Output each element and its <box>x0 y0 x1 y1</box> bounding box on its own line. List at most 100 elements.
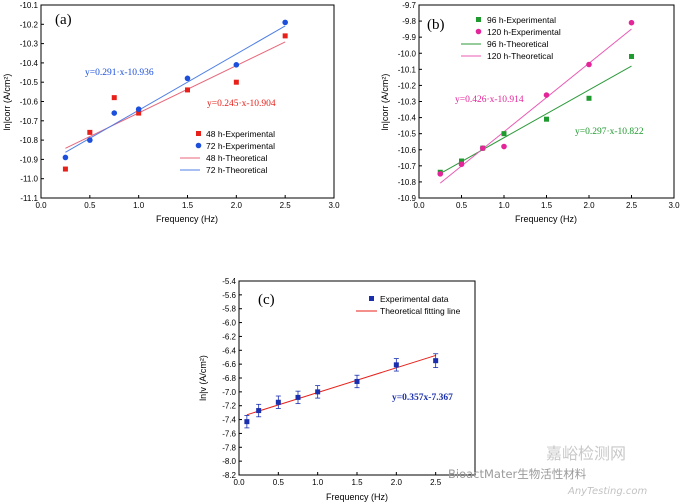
legend-label-72h-theo: 72 h-Theoretical <box>206 165 268 175</box>
data-point <box>437 171 444 177</box>
data-point <box>501 143 507 150</box>
data-point <box>275 399 281 405</box>
panel-c-ticks: 0.0 0.5 1.0 1.5 2.0 2.5 -5.4 -5.6 -5.8 -6.0 -6.2 -6… <box>222 277 442 487</box>
y-tick-label: -10.6 <box>20 98 39 107</box>
data-point <box>244 419 250 425</box>
legend-marker-48h-exp <box>196 131 201 136</box>
watermark-line-2: 嘉峪检测网 <box>546 444 626 463</box>
y-tick-label: -10.9 <box>398 194 417 203</box>
y-tick-label: -11.0 <box>20 175 38 184</box>
data-point <box>233 79 239 85</box>
x-tick-label: 1.5 <box>351 478 363 487</box>
data-point <box>501 131 507 137</box>
data-point <box>87 137 93 143</box>
x-tick-label: 0.0 <box>35 201 47 210</box>
panel-a-ticks: 0.0 0.5 1.0 1.5 2.0 2.5 3.0 -10.1 -10.2 -10.3 -10.… <box>20 1 340 210</box>
x-tick-label: 1.0 <box>312 478 324 487</box>
x-tick-label: 1.0 <box>133 201 145 210</box>
fit-line-2 <box>440 65 632 174</box>
x-tick-label: 2.5 <box>430 478 442 487</box>
x-tick-label: 1.5 <box>182 201 194 210</box>
y-tick-label: -10.1 <box>20 1 39 10</box>
y-tick-label: -7.6 <box>222 429 236 438</box>
legend-label-120h-exp: 120 h-Experimental <box>487 27 561 37</box>
y-tick-label: -10.5 <box>398 130 417 139</box>
y-tick-label: -6.4 <box>222 346 236 355</box>
data-point <box>256 408 262 414</box>
data-point <box>62 154 69 161</box>
data-point <box>393 362 399 368</box>
y-tick-label: -10.6 <box>398 146 417 155</box>
data-point <box>184 75 191 82</box>
legend-label-48h-theo: 48 h-Theoretical <box>206 153 268 163</box>
watermark-line-1: BioactMater生物活性材料 <box>448 467 587 481</box>
panel-a-annotation-48h: y=0.245·x-10.904 <box>207 99 276 109</box>
panel-c-x-axis-label: Frequency (Hz) <box>326 492 388 502</box>
panel-a-legend: 48 h-Experimental 72 h-Experimental 48 h… <box>180 129 275 175</box>
x-tick-label: 2.5 <box>626 201 638 210</box>
watermark: 嘉峪检测网 BioactMater生物活性材料 AnyTesting.com <box>448 444 648 497</box>
panel-c-annotation: y=0.357x-7.367 <box>392 393 453 403</box>
y-tick-label: -5.8 <box>222 305 236 314</box>
y-tick-label: -10.8 <box>398 178 417 187</box>
y-tick-label: -10.1 <box>398 65 417 74</box>
watermark-line-3: AnyTesting.com <box>567 486 648 497</box>
panel-b-fit-lines <box>439 28 632 184</box>
panel-a-label: (a) <box>55 12 72 28</box>
x-tick-label: 2.0 <box>391 478 403 487</box>
legend-label-96h-theo: 96 h-Theoretical <box>487 39 549 49</box>
y-tick-label: -10.3 <box>20 40 39 49</box>
data-point <box>586 61 592 68</box>
y-tick-label: -10.2 <box>398 81 417 90</box>
y-tick-label: -6.0 <box>222 319 236 328</box>
y-tick-label: -6.6 <box>222 360 236 369</box>
y-tick-label: -8.0 <box>222 457 236 466</box>
y-tick-label: -10.3 <box>398 98 417 107</box>
data-point <box>185 87 190 93</box>
panel-a-y-axis-label: ln|corr (A/cm²) <box>2 74 12 131</box>
panel-a: 0.0 0.5 1.0 1.5 2.0 2.5 3.0 -10.1 -10.2 -10.3 -10.… <box>2 1 340 224</box>
y-tick-label: -10.7 <box>20 117 39 126</box>
legend-marker-72h-exp <box>195 142 202 149</box>
data-point <box>315 389 321 395</box>
panel-c-fit-lines <box>246 354 436 416</box>
x-tick-label: 1.5 <box>541 201 553 210</box>
panel-b-data-points <box>437 19 635 177</box>
panel-b-ticks: 0.0 0.5 1.0 1.5 2.0 2.5 3.0 -9.7 -9.8 -9.9 -10.0 -1… <box>398 1 680 210</box>
data-point <box>629 53 634 59</box>
fit-line-3 <box>439 28 632 184</box>
y-tick-label: -7.2 <box>222 402 236 411</box>
y-tick-label: -5.4 <box>222 277 236 286</box>
data-point <box>544 116 549 122</box>
panel-c-label: (c) <box>258 292 275 308</box>
data-point <box>62 166 68 172</box>
fit-line-1 <box>246 354 436 416</box>
panel-b-annotation-96h: y=0.297·x-10.822 <box>575 127 644 137</box>
data-point <box>87 129 93 135</box>
panel-a-data-points <box>62 19 288 172</box>
fit-line-3 <box>65 25 286 153</box>
panel-a-x-axis-label: Frequency (Hz) <box>156 214 218 224</box>
y-tick-label: -10.7 <box>398 162 417 171</box>
data-point <box>479 145 486 151</box>
x-tick-label: 2.0 <box>231 201 243 210</box>
y-tick-label: -10.9 <box>20 155 39 164</box>
y-tick-label: -7.8 <box>222 443 236 452</box>
panel-b: 0.0 0.5 1.0 1.5 2.0 2.5 3.0 -9.7 -9.8 -9.9 -10.0 -1… <box>380 1 680 224</box>
y-tick-label: -10.4 <box>398 114 417 123</box>
x-tick-label: 1.0 <box>498 201 510 210</box>
x-tick-label: 2.0 <box>583 201 595 210</box>
x-tick-label: 3.0 <box>328 201 340 210</box>
panel-a-annotation-72h: y=0.291·x-10.936 <box>85 68 154 78</box>
data-point <box>433 358 439 364</box>
y-tick-label: -10.8 <box>20 136 39 145</box>
legend-label-120h-theo: 120 h-Theoretical <box>487 51 553 61</box>
data-point <box>295 394 301 400</box>
legend-marker-120h-exp <box>475 28 482 35</box>
legend-marker-96h-exp <box>476 17 481 22</box>
panel-a-frame <box>40 4 335 199</box>
y-tick-label: -10.0 <box>398 49 417 58</box>
fit-line-2 <box>65 41 286 149</box>
legend-marker-experimental <box>369 296 374 301</box>
